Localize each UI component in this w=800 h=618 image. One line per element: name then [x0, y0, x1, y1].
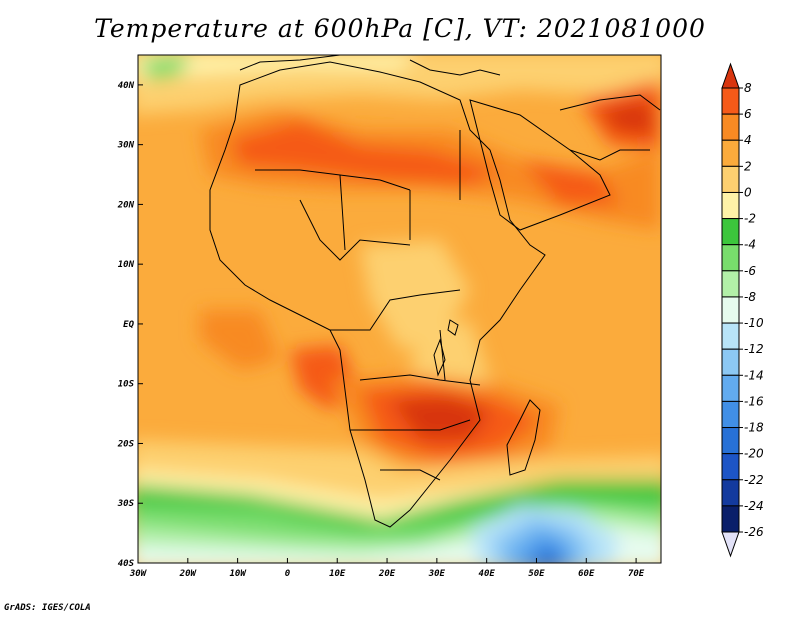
colorbar-label: -4 — [744, 238, 756, 252]
colorbar-box — [721, 453, 740, 481]
lat-tick-label: 30N — [117, 141, 135, 151]
lon-tick-label: 20W — [179, 569, 198, 579]
lat-tick-label: 40S — [118, 559, 135, 569]
colorbar-box — [721, 322, 740, 350]
colorbar-box — [721, 427, 740, 455]
lon-tick-label: 40E — [479, 569, 496, 579]
lon-tick-label: 30W — [129, 569, 148, 579]
map-axes: 30W 20W 10W 0 10E 20E 30E 40E 50E 60E 70E 40N 30N 20N… — [117, 81, 645, 579]
lon-tick-label: 10W — [229, 569, 247, 579]
lon-tick-label: 30E — [428, 569, 446, 579]
lat-tick-label: EQ — [123, 320, 134, 330]
colorbar-label: -26 — [744, 525, 764, 539]
colorbar-label: -8 — [744, 290, 756, 304]
colorbar-label: -20 — [744, 447, 764, 461]
colorbar-box — [721, 400, 740, 429]
colorbar-label: -6 — [744, 264, 756, 278]
lon-tick-label: 70E — [628, 569, 645, 579]
colorbar-label: -2 — [744, 212, 756, 226]
colorbar-label: -16 — [744, 394, 764, 408]
colorbar-label: 8 — [744, 81, 752, 95]
colorbar-box — [721, 505, 740, 533]
colorbar-label: -18 — [744, 421, 764, 435]
colorbar-label: -12 — [744, 342, 764, 356]
colorbar-box — [721, 374, 740, 402]
lat-tick-label: 20S — [117, 439, 135, 449]
colorbar-box — [721, 296, 740, 324]
colorbar-label: 4 — [744, 133, 752, 147]
map-title: Temperature at 600hPa [C], VT: 202108100… — [94, 14, 706, 43]
lon-tick-label: 10E — [329, 569, 346, 579]
lon-tick-label: 0 — [285, 569, 291, 579]
country-borders — [209, 55, 661, 528]
colorbar-label: 6 — [744, 107, 752, 121]
lat-tick-label: 30S — [117, 499, 135, 509]
colorbar-box — [721, 218, 740, 246]
grads-credit: GrADS: IGES/COLA — [4, 603, 91, 613]
colorbar-label: 0 — [744, 185, 752, 199]
colorbar-label: -14 — [744, 368, 764, 382]
lat-tick-label: 40N — [118, 81, 135, 91]
colorbar-box — [721, 113, 740, 141]
lon-tick-label: 50E — [528, 569, 545, 579]
lat-tick-label: 20N — [117, 200, 135, 210]
colorbar-label: -10 — [744, 316, 764, 330]
lat-tick-label: 10N — [118, 260, 135, 270]
colorbar-lower-triangle — [721, 531, 740, 558]
colorbar-box — [721, 270, 740, 298]
colorbar-label: 2 — [744, 159, 752, 173]
colorbar-box — [721, 139, 740, 167]
lon-tick-label: 60E — [578, 569, 595, 579]
colorbar-box — [721, 244, 740, 272]
lat-tick-label: 10S — [118, 380, 135, 390]
colorbar-box — [721, 87, 740, 115]
temperature-field — [138, 55, 661, 563]
colorbar-box — [721, 191, 740, 220]
plot-frame — [137, 54, 662, 564]
lon-tick-label: 20E — [378, 569, 396, 579]
colorbar-label: -22 — [744, 473, 764, 487]
colorbar-label: -24 — [744, 499, 764, 513]
colorbar-box — [721, 165, 740, 193]
colorbar-box — [721, 348, 740, 376]
colorbar-upper-triangle — [721, 62, 740, 89]
colorbar-box — [721, 479, 740, 507]
colorbar: 8 6 4 2 0 -2 -4 -6 -8 -10 -12 -14 -16 -18 -20 -22 -24 -26 — [721, 62, 764, 558]
